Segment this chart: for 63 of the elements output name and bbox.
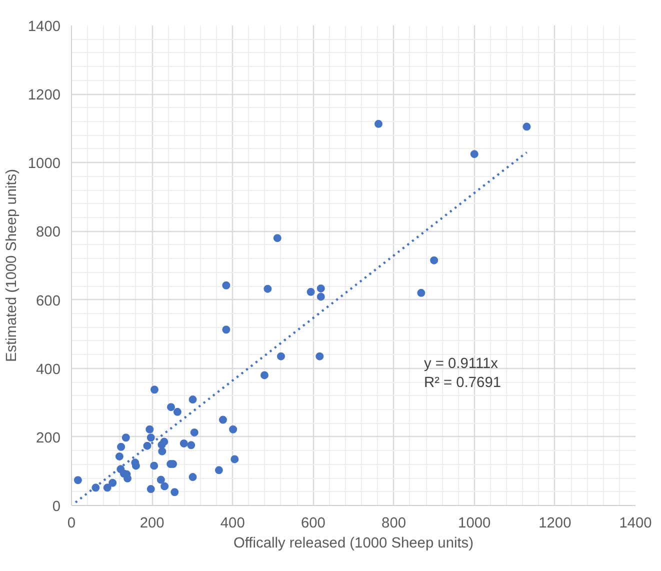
point [430, 256, 438, 264]
point [180, 439, 188, 448]
point [260, 371, 268, 380]
point [470, 150, 478, 158]
point [160, 438, 168, 446]
point [146, 425, 154, 434]
x-tick-label: 200 [140, 516, 164, 532]
point [156, 476, 165, 484]
point [222, 326, 230, 334]
x-tick-label: 600 [300, 516, 326, 532]
point [108, 478, 117, 487]
point [187, 441, 196, 450]
x-axis-title: Offically released (1000 Sheep units) [233, 536, 474, 552]
x-tick-label: 1000 [458, 516, 491, 532]
point [417, 288, 426, 297]
x-tick-label: 1400 [619, 516, 652, 532]
point [188, 473, 197, 482]
point [146, 434, 155, 442]
point [522, 122, 531, 131]
point [230, 455, 239, 464]
point [115, 452, 124, 460]
y-tick-label: 1200 [28, 88, 61, 104]
point [190, 428, 198, 436]
y-tick-label: 800 [36, 224, 61, 241]
point [92, 484, 100, 492]
point [74, 476, 82, 484]
point [264, 284, 272, 293]
point [122, 434, 130, 442]
point [229, 425, 238, 434]
point [273, 234, 282, 242]
point [316, 292, 325, 301]
point [173, 408, 182, 416]
x-tick-label: 800 [382, 516, 406, 532]
point [222, 281, 230, 290]
point [374, 120, 382, 128]
point [276, 352, 285, 360]
point [214, 466, 223, 474]
point [150, 386, 158, 394]
annotation: y = 0.9111x [424, 356, 499, 372]
x-tick-label: 400 [220, 516, 245, 532]
point [306, 288, 315, 296]
point [150, 462, 158, 470]
point [158, 447, 166, 456]
point [160, 482, 169, 490]
point [218, 416, 227, 424]
point [117, 442, 126, 451]
y-tick-label: 1400 [28, 19, 61, 35]
point [103, 484, 112, 492]
y-axis-title: Estimated (1000 Sheep units) [4, 168, 20, 362]
y-tick-label: 400 [36, 362, 61, 378]
point [316, 284, 325, 292]
point [146, 485, 155, 494]
y-tick-label: 1000 [28, 156, 61, 172]
y-tick-label: 0 [52, 499, 61, 515]
x-tick-label: 0 [67, 516, 76, 532]
y-tick-label: 200 [36, 430, 61, 446]
y-tick-label: 600 [36, 293, 61, 310]
point [170, 488, 179, 496]
point [188, 396, 197, 404]
annotation: R² = 0.7691 [424, 374, 501, 391]
point [316, 352, 324, 360]
x-tick-label: 1200 [538, 516, 572, 532]
point [167, 403, 176, 412]
